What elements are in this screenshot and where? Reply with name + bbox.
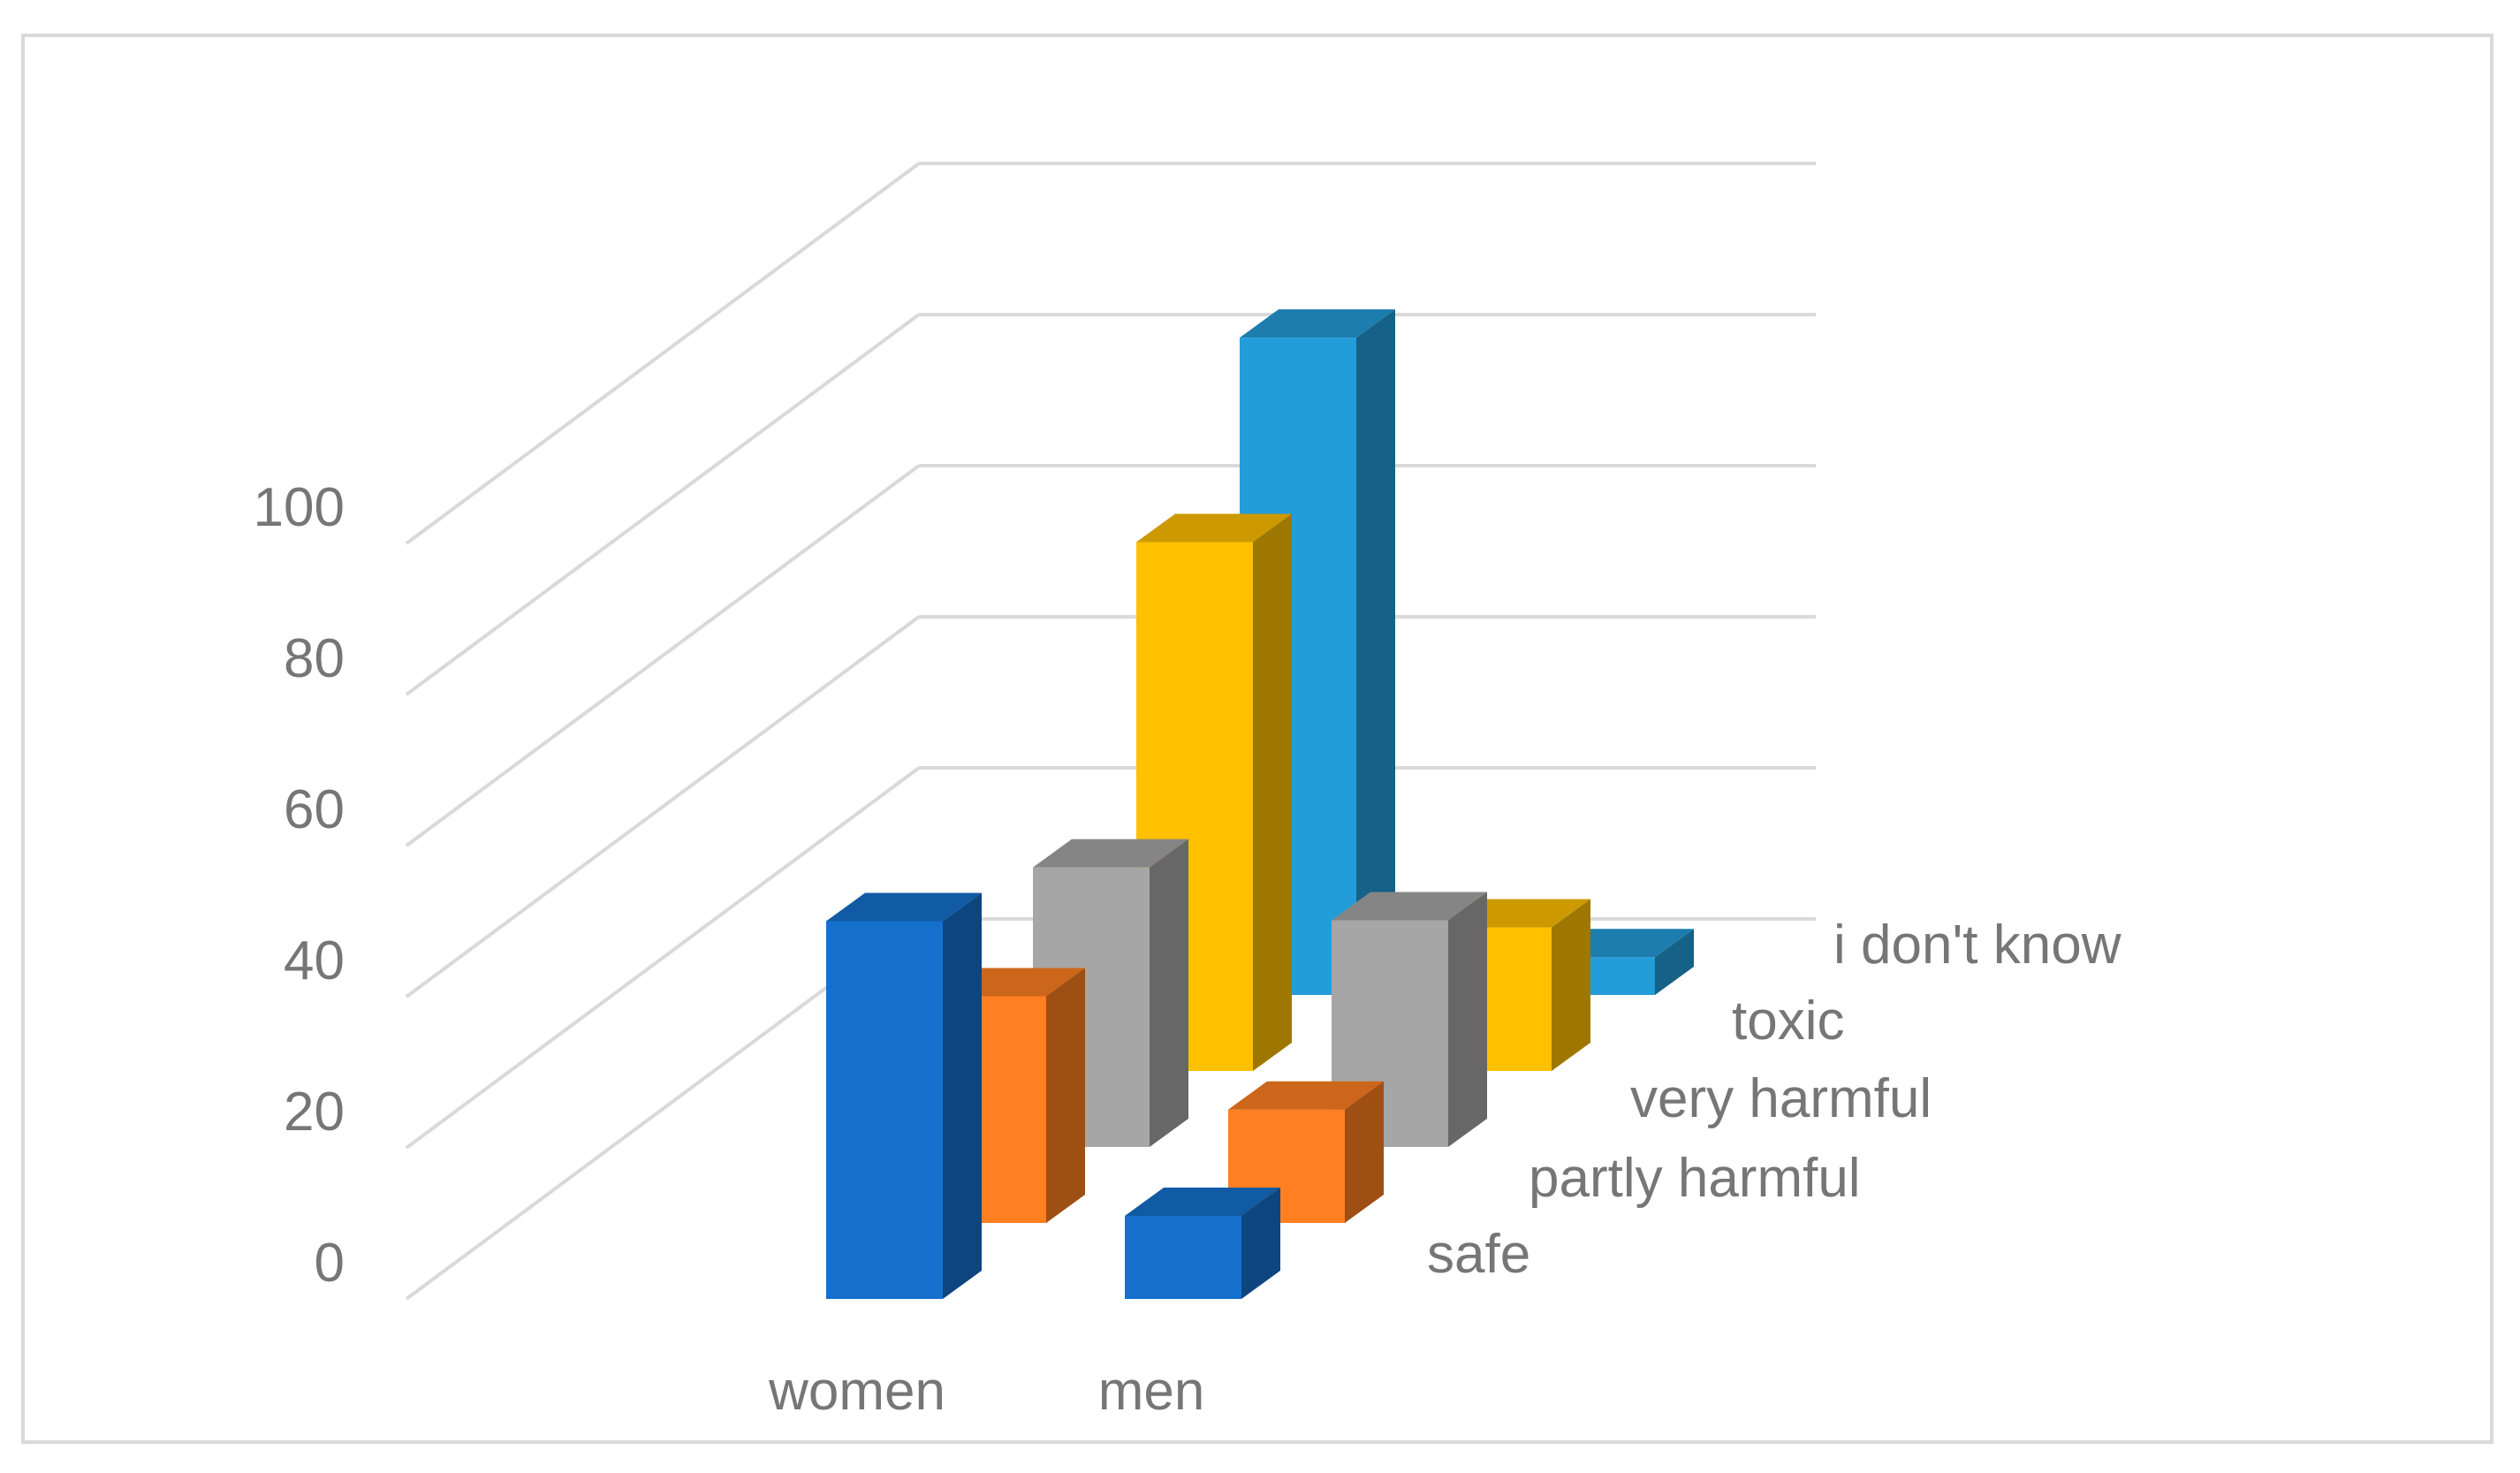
gridline-side [405,162,921,545]
bar-side-face [1356,309,1395,995]
category-label: women [768,1361,945,1422]
series-label: i don't know [1833,915,2122,976]
bar-top-face [1033,839,1188,868]
y-tick-label: 0 [315,1233,345,1294]
series-label: safe [1427,1224,1530,1285]
bars [826,309,1694,1299]
bar-top-face [826,892,982,922]
bar-side-face [1448,892,1487,1147]
category-label: men [1098,1361,1205,1422]
series-label: partly harmful [1529,1148,1861,1209]
bar-toxic-women [1136,513,1292,1071]
bar-partly-harmful-men [1228,1081,1384,1223]
gridline-side [405,313,921,696]
bar-safe-men [1125,1187,1280,1299]
bar-side-face [1552,899,1590,1071]
y-tick-label: 100 [254,477,345,538]
bar-front-face [1125,1215,1241,1299]
y-axis-tick-labels: 0 20 40 60 80 100 [254,477,345,1294]
bar-top-face [1332,892,1487,921]
bar-top-face [1228,1081,1384,1110]
bar-side-face [1345,1081,1384,1223]
series-label: toxic [1732,991,1844,1052]
gridline-side [405,766,921,1150]
bar-top-face [1136,513,1292,543]
bar-side-face [943,892,982,1299]
y-tick-label: 20 [284,1082,345,1143]
bar-top-face [1125,1187,1280,1216]
y-tick-label: 60 [284,779,345,840]
depth-axis-series-labels: safe partly harmful very harmful toxic i don… [1427,915,2122,1285]
bar-side-face [1046,968,1085,1223]
y-tick-label: 40 [284,930,345,991]
y-tick-label: 80 [284,628,345,689]
bar-very-harmful-women [1033,839,1188,1147]
bar-top-face [1240,309,1395,338]
bar-front-face [826,921,943,1299]
bar-side-face [1150,839,1188,1147]
series-label: very harmful [1630,1068,1932,1129]
gridline-side [405,615,921,998]
bar-side-face [1241,1187,1280,1299]
gridline-side [405,464,921,847]
bar-side-face [1253,513,1292,1071]
bar-safe-women [826,892,982,1299]
x-axis-category-labels: women men [768,1361,1204,1422]
bar-side-face [1655,929,1694,995]
